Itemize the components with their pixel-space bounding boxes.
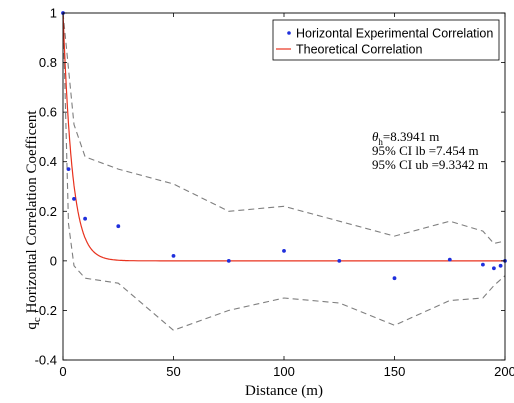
x-tick-label: 150 [384, 364, 406, 379]
legend-marker-experimental [287, 31, 291, 35]
tick-labels: 0 50 100 150 200 -0.4 -0.2 0 0.2 0.4 0.6 0.8 1 [35, 6, 514, 380]
y-tick-label: 0 [50, 253, 57, 268]
experimental-point [337, 259, 342, 263]
y-tick-label: 0.8 [39, 55, 57, 70]
experimental-point [171, 254, 176, 258]
legend-label-theoretical: Theoretical Correlation [296, 43, 422, 57]
y-tick-label: -0.4 [35, 353, 57, 368]
x-tick-label: 200 [494, 364, 514, 379]
y-tick-label: 1 [50, 6, 57, 21]
experimental-point [447, 257, 452, 262]
x-tick-label: 0 [59, 364, 66, 379]
series-layer [61, 11, 507, 331]
experimental-point [481, 262, 485, 267]
experimental-point [392, 276, 397, 281]
upper-bound-line [62, 12, 506, 245]
y-tick-label: 0.2 [39, 204, 57, 219]
legend: Horizontal Experimental Correlation Theo… [272, 19, 500, 61]
experimental-point [66, 167, 71, 172]
y-axis-label: qc Horizontal Correlation Coefficent [24, 110, 43, 330]
y-tick-label: 0.4 [39, 154, 57, 169]
experimental-point [498, 263, 503, 268]
annotation-theta: θh=8.3941 m [372, 129, 439, 147]
x-axis-label: Distance (m) [245, 383, 323, 399]
x-tick-label: 100 [273, 364, 295, 379]
y-tick-label: 0.6 [39, 105, 57, 120]
legend-box [272, 19, 500, 61]
annotation-ci-upper: 95% CI ub =9.3342 m [372, 157, 488, 172]
experimental-point [83, 216, 87, 221]
parameter-annotation: θh=8.3941 m 95% CI lb =7.454 m 95% CI ub… [372, 129, 488, 172]
legend-label-experimental: Horizontal Experimental Correlation [296, 27, 493, 41]
experimental-point [116, 224, 121, 229]
annotation-ci-lower: 95% CI lb =7.454 m [372, 143, 479, 158]
lower-bound-line [62, 12, 506, 331]
axes [62, 12, 506, 361]
experimental-point [492, 266, 496, 271]
experimental-point [226, 259, 231, 263]
experimental-point [72, 197, 76, 201]
theoretical-correlation-curve [62, 12, 505, 262]
y-tick-label: -0.2 [35, 303, 57, 318]
experimental-point [282, 249, 286, 253]
x-tick-label: 50 [166, 364, 180, 379]
